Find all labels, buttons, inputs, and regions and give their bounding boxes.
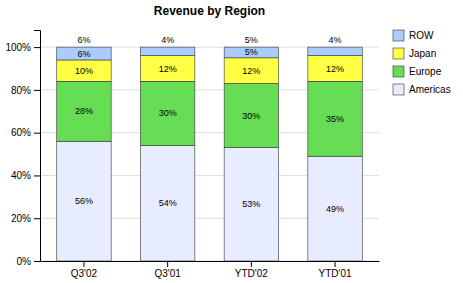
bar xyxy=(308,156,362,261)
bar xyxy=(57,60,111,81)
tick-label: 100% xyxy=(5,42,31,53)
tick-label: 80% xyxy=(11,85,31,96)
axis-line xyxy=(34,31,41,262)
annotation: 6% xyxy=(77,35,90,45)
tick-label: 60% xyxy=(11,127,31,138)
data-label: 49% xyxy=(326,204,344,214)
series xyxy=(57,141,363,261)
legend-label: Japan xyxy=(409,48,436,59)
legend-item: ROW xyxy=(393,30,434,41)
series xyxy=(57,81,363,156)
tick: 20% xyxy=(11,213,40,224)
legend-swatch xyxy=(393,30,404,41)
bar xyxy=(308,81,362,156)
data-labels: 56% 54% 53% 49% 28% 30% 30% 35% 10% 12% 12% 12% 6% 5% xyxy=(75,47,344,213)
bar xyxy=(57,47,111,60)
tick: Q3'02 xyxy=(71,261,98,279)
series xyxy=(57,47,363,60)
legend-item: Americas xyxy=(393,84,451,95)
tick-mark xyxy=(34,218,40,219)
data-label: 30% xyxy=(242,111,260,121)
tick-mark xyxy=(335,261,336,267)
legend-label: Americas xyxy=(409,84,451,95)
annotations: 6% 4% 5% 4% xyxy=(77,35,341,45)
tick-mark xyxy=(251,261,252,267)
bar xyxy=(57,141,111,261)
annotation: 4% xyxy=(329,35,342,45)
legend-item: Japan xyxy=(393,48,436,59)
tick: Q3'01 xyxy=(154,261,181,279)
bar xyxy=(57,81,111,141)
tick-mark xyxy=(34,47,40,48)
tick-label: Q3'01 xyxy=(154,268,181,279)
legend-label: Europe xyxy=(409,66,442,77)
data-label: 53% xyxy=(242,199,260,209)
tick-label: YTD'02 xyxy=(235,268,268,279)
bar xyxy=(308,47,362,56)
bar xyxy=(224,148,278,261)
bars xyxy=(57,47,363,261)
bar xyxy=(308,56,362,82)
legend-label: ROW xyxy=(409,30,434,41)
x-axis: Q3'02 Q3'01 YTD'02 YTD'01 xyxy=(41,261,380,279)
tick-label: YTD'01 xyxy=(319,268,352,279)
tick-mark xyxy=(167,261,168,267)
y-axis: 0% 20% 40% 60% 80% 100% xyxy=(5,31,40,267)
bar xyxy=(224,83,278,147)
tick-label: 0% xyxy=(17,256,32,267)
grid xyxy=(40,47,379,261)
chart: 0% 20% 40% 60% 80% 100% Q3'02 Q3'01 YTD'02 YTD'01… xyxy=(0,0,463,283)
tick-label: 40% xyxy=(11,170,31,181)
tick-mark xyxy=(34,133,40,134)
tick: 0% xyxy=(17,256,40,267)
data-label: 12% xyxy=(242,66,260,76)
data-label: 12% xyxy=(326,64,344,74)
legend-swatch xyxy=(393,66,404,77)
data-label: 5% xyxy=(245,47,258,57)
tick: YTD'02 xyxy=(235,261,268,279)
tick-label: Q3'02 xyxy=(71,268,98,279)
tick-mark xyxy=(34,90,40,91)
data-label: 28% xyxy=(75,106,93,116)
data-label: 12% xyxy=(159,64,177,74)
tick-mark xyxy=(34,175,40,176)
tick: 80% xyxy=(11,85,40,96)
data-label: 54% xyxy=(159,198,177,208)
legend-swatch xyxy=(393,48,404,59)
axis-line xyxy=(41,261,380,262)
tick: 100% xyxy=(5,42,40,53)
legend-swatch xyxy=(393,84,404,95)
tick: YTD'01 xyxy=(319,261,352,279)
legend-item: Europe xyxy=(393,66,442,77)
annotation: 4% xyxy=(161,35,174,45)
data-label: 30% xyxy=(159,108,177,118)
tick: 40% xyxy=(11,170,40,181)
legend: ROW Japan Europe Americas xyxy=(393,30,451,95)
bar xyxy=(224,58,278,84)
bar xyxy=(140,146,194,262)
bar xyxy=(224,47,278,58)
data-label: 10% xyxy=(75,66,93,76)
annotation: 5% xyxy=(245,35,258,45)
bar xyxy=(140,56,194,82)
title: Revenue by Region xyxy=(154,4,265,18)
plot: 0% 20% 40% 60% 80% 100% Q3'02 Q3'01 YTD'02 YTD'01… xyxy=(5,31,379,280)
tick-label: 20% xyxy=(11,213,31,224)
data-label: 56% xyxy=(75,196,93,206)
bar xyxy=(140,47,194,56)
tick-mark xyxy=(83,261,84,267)
tick: 60% xyxy=(11,127,40,138)
bar xyxy=(140,81,194,145)
data-label: 6% xyxy=(77,49,90,59)
data-label: 35% xyxy=(326,114,344,124)
tick-mark xyxy=(34,261,40,262)
